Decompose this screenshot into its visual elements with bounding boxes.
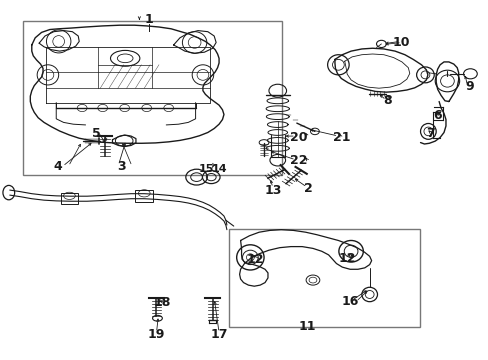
Text: 21: 21: [332, 131, 349, 144]
Text: 10: 10: [391, 36, 409, 49]
Bar: [135, 190, 153, 202]
Text: 4: 4: [53, 160, 62, 173]
Text: 2: 2: [303, 183, 312, 195]
Text: 8: 8: [382, 94, 391, 107]
Bar: [61, 193, 78, 204]
Text: 11: 11: [298, 320, 315, 333]
Text: 22: 22: [289, 154, 306, 167]
Text: 3: 3: [117, 160, 125, 173]
Text: 5: 5: [92, 127, 101, 140]
Bar: [228, 229, 419, 327]
Text: 12: 12: [338, 252, 355, 265]
Text: 1: 1: [144, 13, 153, 26]
Text: 15: 15: [198, 164, 214, 174]
Text: 6: 6: [432, 109, 441, 122]
Text: 12: 12: [246, 253, 264, 266]
Text: 20: 20: [289, 131, 306, 144]
Text: 13: 13: [264, 184, 281, 197]
Text: 16: 16: [341, 295, 358, 308]
Text: 19: 19: [147, 328, 165, 341]
Text: 17: 17: [210, 328, 227, 341]
Text: 9: 9: [464, 80, 473, 93]
Text: 18: 18: [153, 296, 171, 309]
Text: 14: 14: [211, 164, 226, 174]
Bar: [23, 21, 281, 175]
Text: 7: 7: [425, 127, 434, 140]
